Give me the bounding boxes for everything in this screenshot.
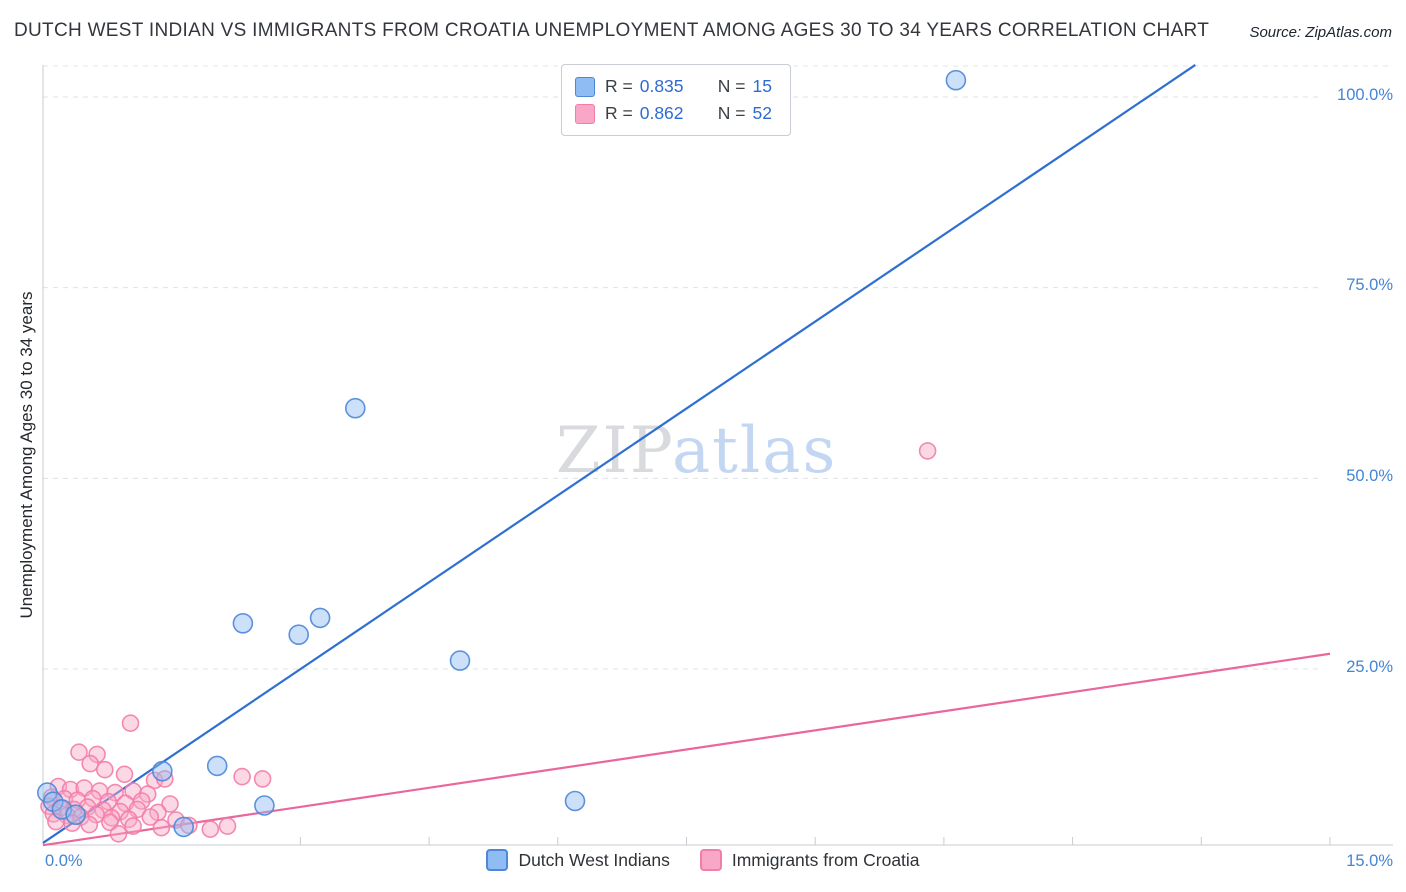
y-tick-label-25: 25.0% — [1346, 658, 1393, 676]
point-dutch-west-indians — [288, 624, 310, 646]
x-tick-label-max: 15.0% — [1346, 852, 1393, 870]
point-immigrants-from-croatia — [918, 442, 937, 460]
legend-label: Immigrants from Croatia — [731, 849, 920, 870]
point-dutch-west-indians — [232, 612, 254, 634]
point-immigrants-from-croatia — [218, 817, 237, 835]
source-attribution: Source: ZipAtlas.com — [1249, 24, 1392, 41]
point-immigrants-from-croatia — [70, 743, 88, 762]
point-immigrants-from-croatia — [109, 824, 128, 843]
legend-swatch-blue — [486, 849, 509, 871]
watermark: ZIPatlas — [556, 414, 837, 488]
point-immigrants-from-croatia — [115, 765, 134, 784]
point-dutch-west-indians — [65, 804, 86, 826]
n-label: N = — [717, 103, 746, 123]
point-immigrants-from-croatia — [141, 808, 160, 826]
y-tick-label-100: 100.0% — [1337, 86, 1393, 104]
legend-swatch-pink — [699, 849, 722, 871]
point-immigrants-from-croatia — [88, 745, 106, 764]
point-immigrants-from-croatia — [96, 760, 114, 779]
legend-row-immigrants-from-croatia: R = 0.862 N = 52 — [575, 100, 772, 127]
watermark-zip: ZIP — [556, 414, 672, 488]
legend-item-dutch-west-indians: Dutch West Indians — [486, 849, 670, 871]
point-dutch-west-indians — [254, 795, 275, 816]
page-title: DUTCH WEST INDIAN VS IMMIGRANTS FROM CRO… — [14, 20, 1210, 41]
watermark-atlas: atlas — [671, 414, 838, 488]
y-tick-label-75: 75.0% — [1346, 276, 1393, 294]
legend-swatch-pink — [575, 103, 595, 124]
point-immigrants-from-croatia — [106, 783, 124, 802]
point-immigrants-from-croatia — [132, 792, 151, 810]
point-dutch-west-indians — [564, 790, 586, 812]
point-dutch-west-indians — [945, 69, 967, 91]
correlation-legend-box: R = 0.835 N = 15 R = 0.862 N = 52 — [561, 64, 791, 136]
point-immigrants-from-croatia — [81, 754, 99, 773]
point-immigrants-from-croatia — [201, 820, 220, 839]
y-tick-label-50: 50.0% — [1346, 467, 1393, 485]
point-immigrants-from-croatia — [152, 818, 171, 837]
point-immigrants-from-croatia — [121, 714, 140, 733]
legend-row-dutch-west-indians: R = 0.835 N = 15 — [575, 73, 772, 100]
point-immigrants-from-croatia — [138, 785, 157, 803]
legend-item-immigrants-from-croatia: Immigrants from Croatia — [699, 849, 920, 871]
point-dutch-west-indians — [309, 607, 331, 629]
legend-label: Dutch West Indians — [518, 849, 670, 870]
x-tick-label-min: 0.0% — [45, 852, 83, 870]
point-dutch-west-indians — [206, 755, 228, 777]
r-value-pink: 0.862 — [639, 103, 684, 123]
n-value-blue: 15 — [752, 76, 772, 96]
legend-swatch-blue — [575, 76, 595, 97]
point-immigrants-from-croatia — [80, 815, 99, 834]
r-label: R = — [605, 103, 633, 123]
r-value-blue: 0.835 — [639, 76, 684, 96]
n-value-pink: 52 — [752, 103, 772, 123]
r-label: R = — [605, 76, 633, 96]
point-immigrants-from-croatia — [253, 770, 272, 788]
point-dutch-west-indians — [449, 650, 471, 671]
point-immigrants-from-croatia — [161, 795, 179, 813]
point-dutch-west-indians — [152, 760, 173, 782]
point-immigrants-from-croatia — [124, 817, 142, 835]
point-dutch-west-indians — [344, 397, 366, 419]
n-label: N = — [717, 76, 746, 96]
trend-line-dutch-west-indians — [42, 64, 1196, 844]
series-legend: Dutch West Indians Immigrants from Croat… — [0, 849, 1406, 871]
point-dutch-west-indians — [173, 816, 194, 838]
point-immigrants-from-croatia — [233, 767, 251, 786]
y-axis-title: Unemployment Among Ages 30 to 34 years — [17, 291, 36, 619]
trend-line-immigrants-from-croatia — [42, 652, 1331, 847]
